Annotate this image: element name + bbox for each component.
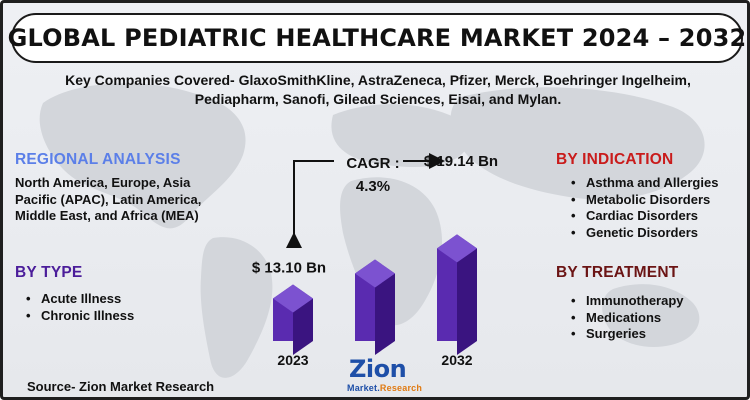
by-treatment-heading: BY TREATMENT bbox=[556, 264, 679, 281]
regional-analysis-heading: REGIONAL ANALYSIS bbox=[15, 151, 181, 168]
bar bbox=[437, 234, 477, 355]
bar-side bbox=[293, 298, 313, 355]
list-item: Cardiac Disorders bbox=[568, 208, 718, 225]
cagr-label: CAGR : bbox=[346, 155, 399, 172]
bar-side bbox=[375, 273, 395, 355]
market-bar-chart: CAGR : 4.3% 2023 $ 13.10 Bn 2032 $ 19.14 Bn bbox=[252, 153, 498, 368]
by-type-heading: BY TYPE bbox=[15, 264, 83, 281]
category-label: 2023 bbox=[277, 352, 308, 368]
category-label: 2032 bbox=[441, 352, 472, 368]
value-label: $ 13.10 Bn bbox=[252, 260, 326, 277]
world-map-background bbox=[39, 83, 705, 378]
bar-top bbox=[355, 259, 395, 288]
list-item: Chronic Illness bbox=[23, 308, 134, 325]
list-item: Genetic Disorders bbox=[568, 225, 718, 242]
regional-analysis-text: North America, Europe, Asia Pacific (APA… bbox=[15, 175, 202, 223]
list-item: Metabolic Disorders bbox=[568, 192, 718, 209]
value-label: $ 19.14 Bn bbox=[424, 153, 498, 170]
bar-top bbox=[437, 234, 477, 263]
by-indication-heading: BY INDICATION bbox=[556, 151, 674, 168]
by-indication-list: Asthma and Allergies Metabolic Disorders… bbox=[568, 175, 718, 241]
page-title: GLOBAL PEDIATRIC HEALTHCARE MARKET 2024 … bbox=[7, 24, 747, 52]
source-note: Source- Zion Market Research bbox=[27, 379, 215, 394]
title-banner: GLOBAL PEDIATRIC HEALTHCARE MARKET 2024 … bbox=[8, 13, 746, 63]
logo-tagline-left: Market. bbox=[347, 383, 380, 393]
by-type-list: Acute Illness Chronic Illness bbox=[23, 291, 134, 324]
bar bbox=[273, 284, 313, 355]
list-item: Asthma and Allergies bbox=[568, 175, 718, 192]
cagr-arrow bbox=[286, 153, 445, 248]
key-companies-text: Key Companies Covered- GlaxoSmithKline, … bbox=[65, 72, 691, 107]
logo-tagline-right: Research bbox=[379, 383, 423, 393]
logo-tagline: Market.Research bbox=[347, 383, 422, 393]
logo-wordmark: Zion bbox=[349, 355, 407, 383]
cagr-value: 4.3% bbox=[356, 178, 390, 195]
list-item: Surgeries bbox=[568, 326, 684, 343]
bar-top bbox=[273, 284, 313, 313]
bar bbox=[355, 259, 395, 355]
list-item: Acute Illness bbox=[23, 291, 134, 308]
list-item: Medications bbox=[568, 310, 684, 327]
list-item: Immunotherapy bbox=[568, 293, 684, 310]
bar-side bbox=[457, 248, 477, 355]
by-treatment-list: Immunotherapy Medications Surgeries bbox=[568, 293, 684, 343]
zion-logo: Zion Market.Research bbox=[343, 355, 423, 397]
